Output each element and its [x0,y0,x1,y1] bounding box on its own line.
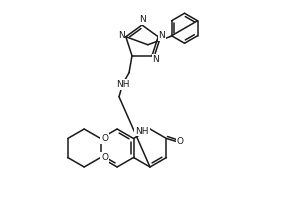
Text: NH: NH [116,80,130,89]
Text: O: O [101,134,108,143]
Text: N: N [118,31,124,40]
Text: N: N [139,16,145,24]
Text: O: O [101,153,108,162]
Text: N: N [153,55,159,64]
Text: N: N [158,31,165,40]
Text: NH: NH [135,127,149,136]
Text: O: O [177,137,184,146]
